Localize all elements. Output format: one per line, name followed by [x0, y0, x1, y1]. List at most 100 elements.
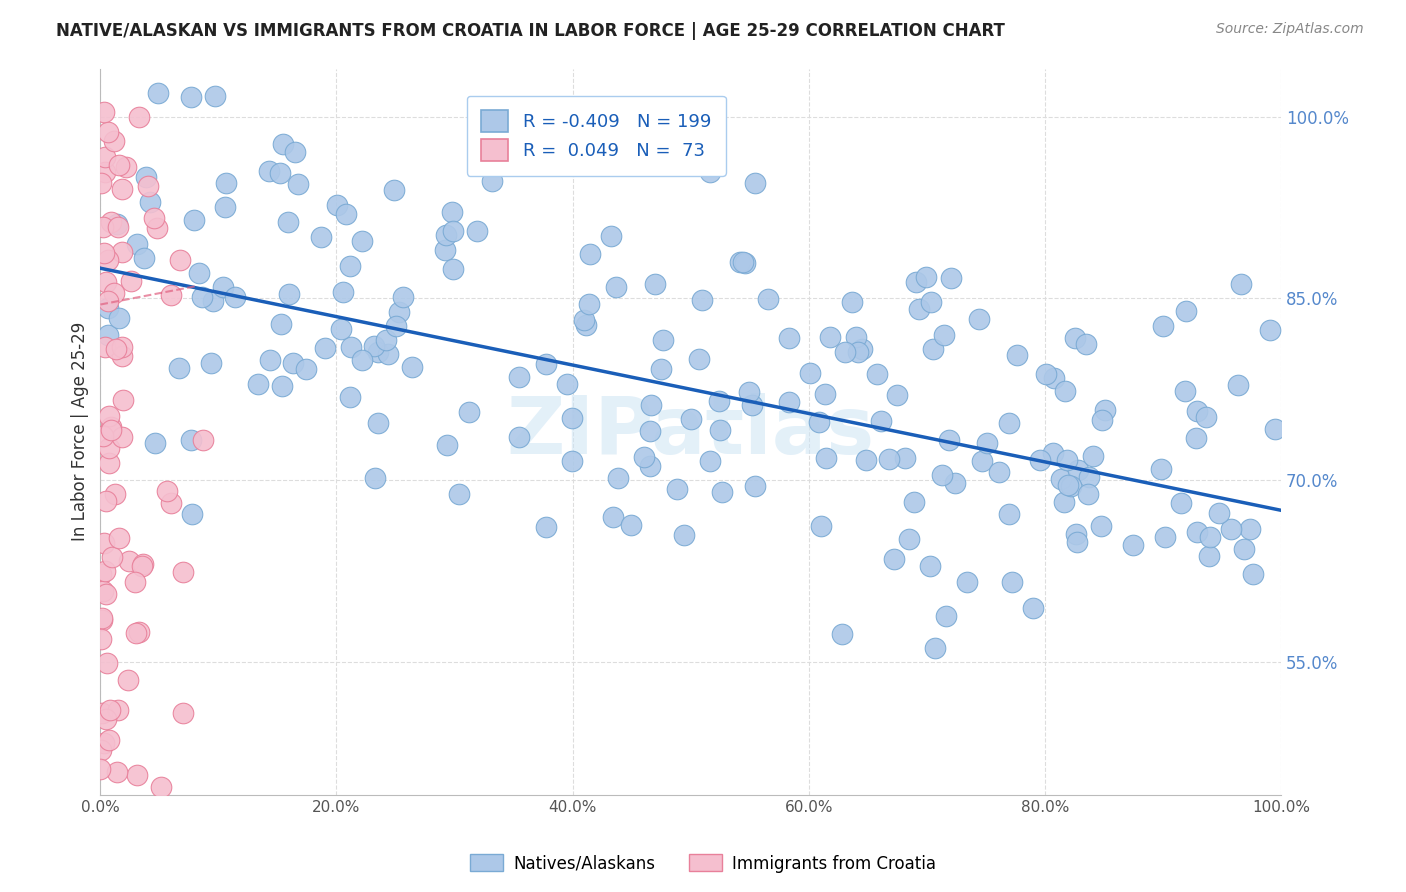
Point: [1152, 318, 1174, 333]
Point: [778, 330, 800, 344]
Point: [908, 302, 931, 317]
Point: [283, 145, 305, 160]
Point: [103, 286, 125, 301]
Point: [434, 227, 457, 242]
Point: [561, 454, 583, 468]
Point: [107, 219, 129, 234]
Point: [97, 441, 120, 455]
Text: Source: ZipAtlas.com: Source: ZipAtlas.com: [1216, 22, 1364, 37]
Point: [1005, 348, 1028, 362]
Point: [214, 200, 236, 214]
Point: [200, 356, 222, 370]
Point: [93, 220, 115, 235]
Point: [1154, 530, 1177, 544]
Point: [939, 271, 962, 285]
Point: [90, 176, 112, 190]
Point: [97, 301, 120, 315]
Point: [187, 266, 209, 280]
Point: [920, 294, 942, 309]
Point: [638, 424, 661, 438]
Point: [1074, 337, 1097, 351]
Point: [145, 435, 167, 450]
Point: [181, 508, 204, 522]
Point: [311, 230, 333, 244]
Point: [104, 487, 127, 501]
Point: [1078, 470, 1101, 484]
Point: [449, 486, 471, 500]
Point: [1208, 506, 1230, 520]
Point: [91, 611, 114, 625]
Point: [711, 484, 734, 499]
Point: [998, 416, 1021, 430]
Point: [730, 254, 752, 268]
Point: [124, 574, 146, 589]
Point: [619, 518, 641, 533]
Point: [866, 368, 889, 382]
Point: [1185, 404, 1208, 418]
Point: [1077, 486, 1099, 500]
Point: [924, 640, 946, 655]
Point: [665, 482, 688, 496]
Point: [124, 626, 146, 640]
Point: [287, 178, 309, 192]
Point: [845, 330, 868, 344]
Point: [167, 361, 190, 376]
Point: [385, 318, 408, 333]
Point: [898, 532, 921, 546]
Point: [1170, 496, 1192, 510]
Point: [1053, 495, 1076, 509]
Point: [575, 318, 598, 332]
Point: [100, 420, 122, 434]
Point: [934, 327, 956, 342]
Point: [440, 205, 463, 219]
Point: [709, 423, 731, 437]
Point: [384, 183, 406, 197]
Point: [534, 357, 557, 371]
Point: [96, 657, 118, 671]
Point: [128, 625, 150, 640]
Point: [269, 166, 291, 180]
Point: [815, 451, 838, 466]
Point: [90, 566, 112, 581]
Point: [115, 160, 138, 174]
Point: [172, 565, 194, 579]
Point: [91, 584, 114, 599]
Point: [650, 362, 672, 376]
Point: [987, 465, 1010, 479]
Point: [118, 554, 141, 568]
Point: [191, 290, 214, 304]
Point: [1054, 384, 1077, 398]
Point: [894, 450, 917, 465]
Point: [105, 764, 128, 779]
Point: [204, 89, 226, 103]
Point: [364, 471, 387, 485]
Point: [1043, 371, 1066, 385]
Point: [108, 310, 131, 325]
Point: [191, 434, 214, 448]
Point: [600, 229, 623, 244]
Point: [778, 394, 800, 409]
Point: [93, 536, 115, 550]
Point: [1056, 478, 1078, 492]
Point: [159, 496, 181, 510]
Point: [146, 220, 169, 235]
Point: [97, 733, 120, 747]
Point: [340, 340, 363, 354]
Point: [555, 377, 578, 392]
Point: [1029, 453, 1052, 467]
Point: [350, 234, 373, 248]
Point: [138, 194, 160, 209]
Point: [281, 356, 304, 370]
Point: [945, 475, 967, 490]
Point: [1083, 449, 1105, 463]
Point: [110, 340, 132, 354]
Point: [1090, 518, 1112, 533]
Point: [149, 780, 172, 794]
Point: [814, 386, 837, 401]
Point: [851, 343, 873, 357]
Legend: Natives/Alaskans, Immigrants from Croatia: Natives/Alaskans, Immigrants from Croati…: [464, 847, 942, 880]
Point: [94, 164, 117, 178]
Point: [883, 552, 905, 566]
Point: [111, 392, 134, 407]
Point: [108, 532, 131, 546]
